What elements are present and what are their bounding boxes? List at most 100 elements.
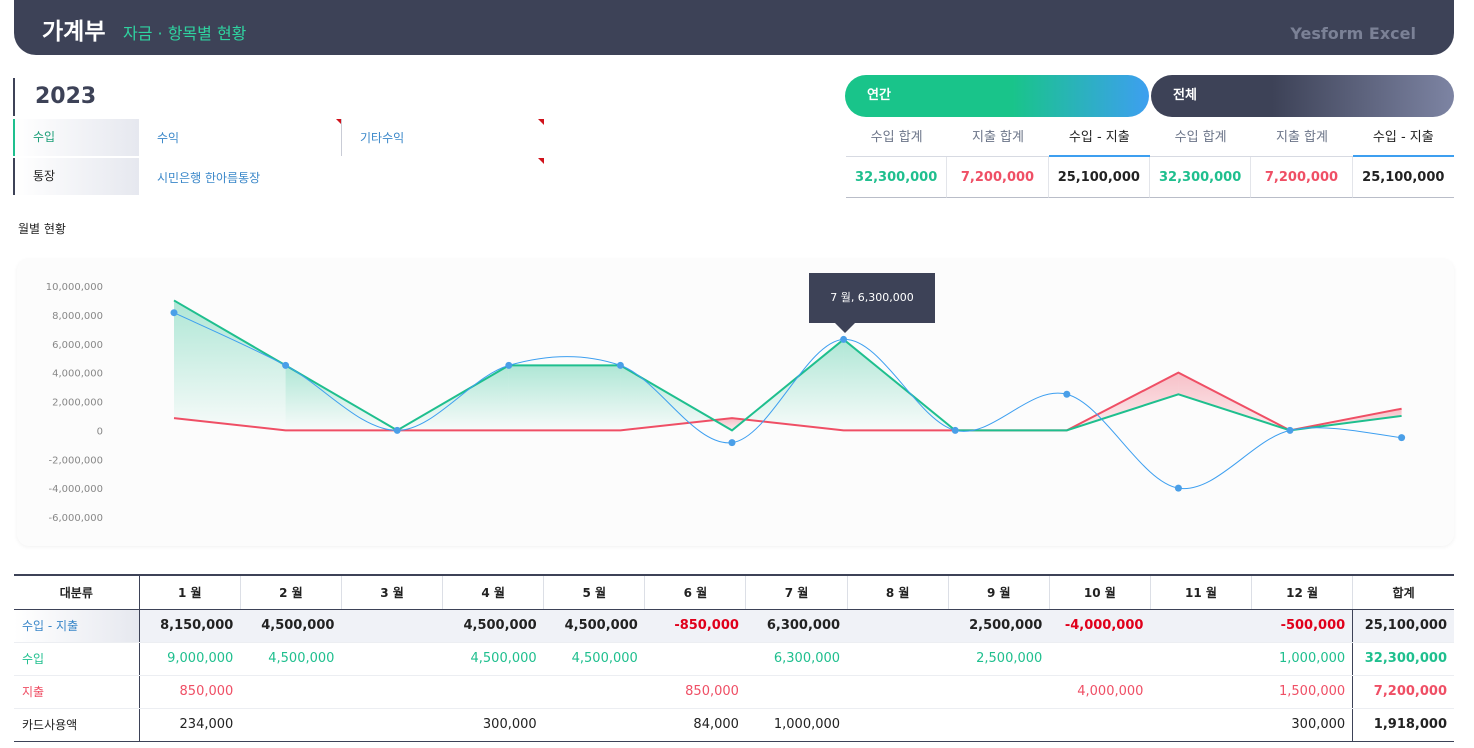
table-cell: 8,150,000: [139, 609, 241, 643]
summary-panel: 수입 합계 지출 합계 수입 - 지출 수입 합계 지출 합계 수입 - 지출 …: [846, 118, 1454, 198]
column-header-month: 6 월: [644, 574, 747, 610]
net-point[interactable]: [1398, 434, 1406, 442]
table-cell: [1150, 609, 1252, 643]
column-header-month: 8 월: [847, 574, 949, 610]
app-header: 가계부 자금 · 항목별 현황 Yesform Excel: [14, 0, 1454, 55]
column-header-total: 합계: [1352, 574, 1454, 610]
table-cell: [847, 642, 949, 676]
summary-header: 수입 합계: [846, 118, 948, 157]
comment-marker-icon: [538, 119, 544, 125]
table-cell: [1150, 675, 1252, 709]
net-point[interactable]: [170, 309, 178, 317]
y-tick-label: 6,000,000: [52, 340, 103, 351]
net-point[interactable]: [951, 426, 959, 434]
annual-toggle-button[interactable]: 연간: [845, 75, 1149, 117]
table-cell: 84,000: [644, 708, 746, 742]
table-cell: [341, 609, 443, 643]
app-title: 가계부: [42, 19, 106, 45]
net-point[interactable]: [728, 439, 736, 447]
table-cell: -4,000,000: [1049, 609, 1151, 643]
row-label: 지출: [14, 675, 140, 709]
summary-header: 수입 - 지출: [1048, 118, 1150, 157]
income-area: [174, 300, 286, 431]
y-tick-label: -2,000,000: [48, 455, 103, 466]
table-cell: [1150, 708, 1252, 742]
summary-header: 지출 합계: [947, 118, 1049, 157]
tooltip-arrow: [835, 323, 855, 333]
chart-tooltip: 7 월, 6,300,000: [809, 273, 935, 323]
row-total: 32,300,000: [1352, 642, 1454, 676]
summary-value-row: 32,300,000 7,200,000 25,100,000 32,300,0…: [846, 157, 1454, 198]
y-tick-label: 0: [97, 426, 103, 437]
table-cell: 300,000: [1251, 708, 1353, 742]
net-point[interactable]: [616, 361, 624, 369]
table-cell: [543, 708, 645, 742]
summary-income-total: 32,300,000: [1149, 157, 1252, 198]
table-cell: [543, 675, 645, 709]
net-point[interactable]: [1174, 484, 1182, 492]
table-cell: [1049, 642, 1151, 676]
row-label: 카드사용액: [14, 708, 140, 742]
y-tick-label: 8,000,000: [52, 311, 103, 322]
table-cell: 4,500,000: [442, 642, 544, 676]
y-tick-label: -4,000,000: [48, 484, 103, 495]
row-total: 7,200,000: [1352, 675, 1454, 709]
income-area: [745, 339, 844, 431]
table-cell: 1,000,000: [745, 708, 848, 742]
income-area: [508, 365, 621, 431]
net-point[interactable]: [393, 426, 401, 434]
table-cell: 9,000,000: [139, 642, 241, 676]
column-header-month: 5 월: [543, 574, 646, 610]
summary-expense-total: 7,200,000: [1251, 157, 1353, 198]
brand-logo: Yesform Excel: [1290, 24, 1416, 43]
summary-header: 지출 합계: [1251, 118, 1353, 157]
table-cell: 850,000: [139, 675, 241, 709]
summary-header: 수입 합계: [1149, 118, 1252, 157]
column-header-month: 7 월: [745, 574, 848, 610]
monthly-chart: 10,000,000 8,000,000 6,000,000 4,000,000 2,0…: [17, 259, 1454, 546]
bank-filter-value[interactable]: 시민은행 한아름통장: [157, 171, 261, 185]
table-cell: [1049, 708, 1151, 742]
y-tick-label: 4,000,000: [52, 369, 103, 380]
income-line: [173, 299, 1402, 432]
income-filter-value-2[interactable]: 기타수익: [360, 131, 405, 145]
column-header-month: 12 월: [1251, 574, 1354, 610]
net-point[interactable]: [505, 361, 513, 369]
table-cell: 4,000,000: [1049, 675, 1151, 709]
table-cell: 234,000: [139, 708, 241, 742]
summary-net-total: 25,100,000: [1352, 157, 1454, 198]
table-row: 수입 9,000,000 4,500,000 4,500,000 4,500,000 6,…: [14, 642, 1454, 676]
table-row: 지출 850,000 850,000 4,000,000 1,500,000 7,200,…: [14, 675, 1454, 709]
net-point[interactable]: [840, 335, 848, 343]
table-cell: 6,300,000: [745, 609, 848, 643]
table-cell: [442, 675, 544, 709]
table-cell: 6,300,000: [745, 642, 848, 676]
column-header-month: 1 월: [139, 574, 241, 610]
year-label: 2023: [13, 78, 96, 116]
net-point[interactable]: [1063, 390, 1071, 398]
table-cell: 1,000,000: [1251, 642, 1353, 676]
table-cell: [847, 708, 949, 742]
table-row: 카드사용액 234,000 300,000 84,000 1,000,000 300,00…: [14, 708, 1454, 742]
table-cell: 300,000: [442, 708, 544, 742]
income-filter-label: 수입: [13, 119, 139, 156]
column-header-month: 2 월: [240, 574, 342, 610]
table-cell: [240, 675, 342, 709]
y-tick-label: 2,000,000: [52, 398, 103, 409]
net-point[interactable]: [1286, 426, 1294, 434]
column-header-month: 4 월: [442, 574, 545, 610]
table-cell: [341, 642, 443, 676]
net-point[interactable]: [282, 361, 290, 369]
table-cell: [644, 642, 746, 676]
chart-canvas: 10,000,000 8,000,000 6,000,000 4,000,000 2,0…: [46, 282, 1406, 524]
summary-net-total: 25,100,000: [1048, 157, 1150, 198]
row-total: 1,918,000: [1352, 708, 1454, 742]
all-toggle-button[interactable]: 전체: [1151, 75, 1454, 117]
summary-income-total: 32,300,000: [846, 157, 948, 198]
table-cell: [948, 708, 1050, 742]
table-cell: 850,000: [644, 675, 746, 709]
table-cell: -850,000: [644, 609, 746, 643]
summary-header: 수입 - 지출: [1352, 118, 1454, 157]
income-filter-value-1[interactable]: 수익: [157, 131, 180, 145]
